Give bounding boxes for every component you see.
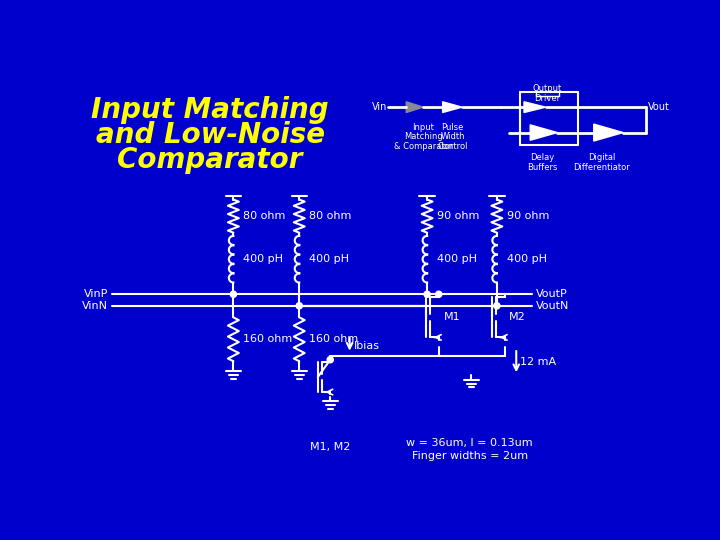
Text: Delay
Buffers: Delay Buffers <box>528 153 558 172</box>
Text: 80 ohm: 80 ohm <box>243 211 286 221</box>
Text: M2: M2 <box>509 312 526 322</box>
Circle shape <box>494 303 500 309</box>
Text: 400 pH: 400 pH <box>437 254 477 264</box>
Text: Pulse
Width
Control: Pulse Width Control <box>438 123 468 151</box>
Text: Comparator: Comparator <box>117 146 303 174</box>
Text: 90 ohm: 90 ohm <box>507 211 549 221</box>
Text: Input Matching: Input Matching <box>91 96 329 124</box>
Text: VinN: VinN <box>82 301 108 311</box>
Text: Vout: Vout <box>648 102 670 112</box>
Polygon shape <box>530 125 557 140</box>
Circle shape <box>436 291 442 298</box>
Text: Vin: Vin <box>372 102 387 112</box>
Text: 160 ohm: 160 ohm <box>243 334 293 345</box>
Text: 12 mA: 12 mA <box>520 356 557 367</box>
Text: w = 36um, l = 0.13um: w = 36um, l = 0.13um <box>406 438 533 448</box>
Text: VinP: VinP <box>84 289 108 299</box>
Text: and Low-Noise: and Low-Noise <box>96 121 325 149</box>
Polygon shape <box>406 102 423 112</box>
Circle shape <box>296 303 302 309</box>
Circle shape <box>327 356 333 363</box>
Polygon shape <box>443 102 462 112</box>
Text: 80 ohm: 80 ohm <box>310 211 351 221</box>
Text: Digital
Differentiator: Digital Differentiator <box>573 153 630 172</box>
Text: Finger widths = 2um: Finger widths = 2um <box>412 451 528 461</box>
Text: Input
Matching
& Comparator: Input Matching & Comparator <box>394 123 453 151</box>
Text: M1, M2: M1, M2 <box>310 442 351 452</box>
Text: 90 ohm: 90 ohm <box>437 211 480 221</box>
Text: M1: M1 <box>444 312 460 322</box>
Text: 400 pH: 400 pH <box>243 254 284 264</box>
Text: 160 ohm: 160 ohm <box>310 334 359 345</box>
Text: 400 pH: 400 pH <box>507 254 547 264</box>
Circle shape <box>230 291 236 298</box>
Text: VoutP: VoutP <box>536 289 567 299</box>
Polygon shape <box>524 102 546 112</box>
Text: Output
Driver: Output Driver <box>533 84 562 104</box>
Text: 400 pH: 400 pH <box>310 254 349 264</box>
Text: Ibias: Ibias <box>354 341 379 351</box>
Text: VoutN: VoutN <box>536 301 569 311</box>
Polygon shape <box>594 124 624 141</box>
Circle shape <box>424 291 431 298</box>
